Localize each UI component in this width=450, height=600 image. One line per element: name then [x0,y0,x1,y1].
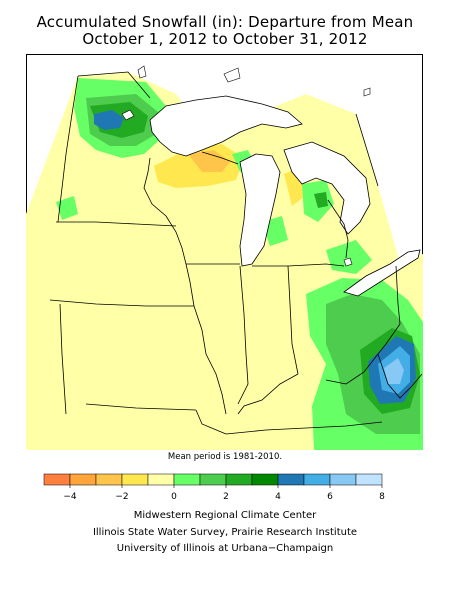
legend-swatch [147,473,175,486]
small-lakes [121,65,371,121]
legend-swatch [251,473,279,486]
anomaly-green-nw-wisconsin [56,196,78,220]
anomaly-blue-n-minnesota [94,110,124,130]
anomaly-darkgreen-thumb-mi [314,192,328,208]
legend-swatch [95,473,123,486]
credit-line-3: University of Illinois at Urbana−Champai… [116,543,334,554]
legend-tick-label: 6 [327,492,333,502]
legend-swatch [225,473,253,486]
credit-line-2: Illinois State Water Survey, Prairie Res… [92,527,358,538]
legend-tick-label: −2 [115,492,128,502]
legend-swatch [277,473,305,486]
state-boundaries [49,71,423,435]
lake-st-clair [343,257,353,267]
lake-michigan [239,153,281,267]
legend-swatch [199,473,227,486]
anomaly-orange-n-wisconsin [188,150,230,172]
anomaly-lightblue-wv [384,358,404,384]
legend-swatch [43,473,71,486]
legend-swatch [355,473,383,486]
legend-swatch [69,473,97,486]
credit-line-1: Midwestern Regional Climate Center [133,510,317,521]
legend-swatch [121,473,149,486]
legend-tick-label: 8 [379,492,385,502]
lake-superior [149,95,303,157]
legend-tick-label: 2 [223,492,229,502]
mean-period-note: Mean period is 1981-2010. [167,452,283,462]
map-title-line-2: October 1, 2012 to October 31, 2012 [82,30,368,48]
legend-swatch [303,473,331,486]
legend-swatch [173,473,201,486]
lake-erie [343,249,421,297]
legend-tick-label: 0 [171,492,177,502]
legend-tick-label: 4 [275,492,281,502]
snowfall-departure-map [26,54,423,450]
color-legend: −4 −2 0 2 4 6 8 [43,473,385,502]
anomaly-shading [56,78,423,450]
lake-huron [283,141,371,235]
legend-tick-label: −4 [63,492,77,502]
legend-swatch [329,473,357,486]
map-title-line-1: Accumulated Snowfall (in): Departure fro… [36,13,414,31]
